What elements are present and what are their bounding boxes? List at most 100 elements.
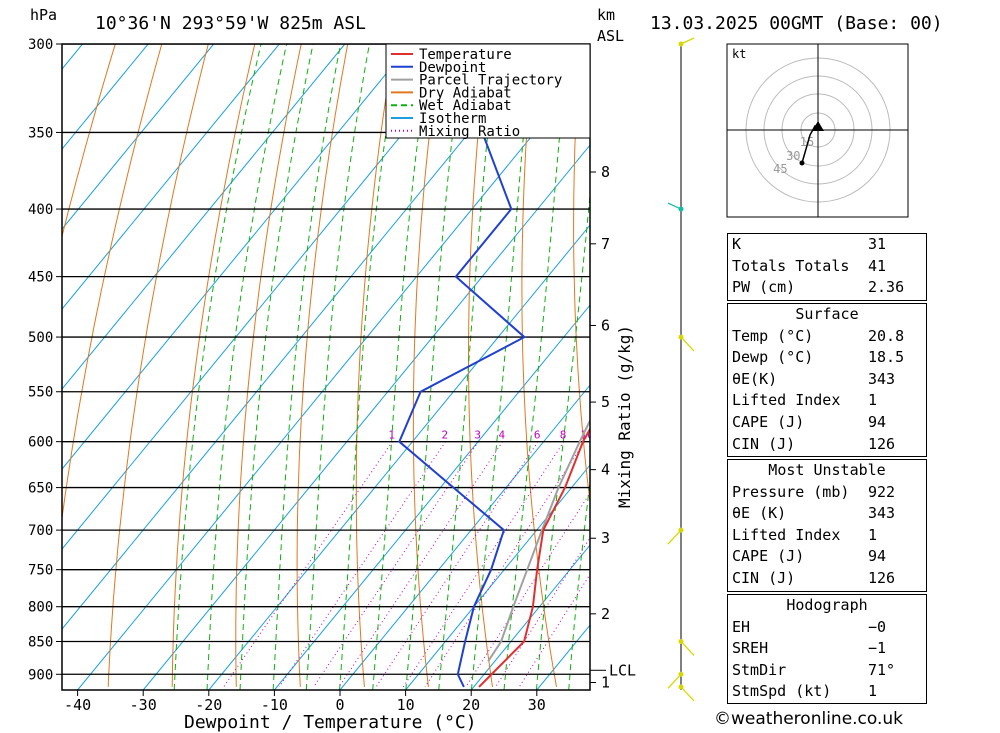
row-label: SREH (732, 639, 769, 658)
mixing-ratio-label: 4 (499, 429, 506, 442)
table-title: Most Unstable (768, 461, 886, 479)
pressure-tick-label: 400 (28, 202, 53, 218)
mixing-ratio-label: 6 (534, 429, 541, 442)
isotherm-line (62, 44, 477, 550)
wind-barb (680, 686, 695, 702)
hodograph-ring-label: 15 (800, 135, 814, 149)
wind-barb (680, 641, 695, 656)
pressure-tick-label: 600 (28, 435, 53, 451)
dry-adiabat (62, 44, 116, 239)
table-row: CIN (J) 126 (728, 434, 926, 456)
row-label: PW (cm) (732, 278, 796, 297)
pressure-tick-label: 700 (28, 523, 53, 539)
wind-barb (667, 529, 682, 545)
x-tick-label: 20 (462, 696, 480, 714)
hodograph-ring-label: 45 (773, 162, 787, 176)
mixing-ratio-line (465, 492, 590, 688)
mixing-ratio-line (375, 441, 539, 688)
legend-label: Parcel Trajectory (419, 73, 562, 89)
dry-adiabat (412, 44, 442, 687)
isotherm-line (470, 544, 590, 690)
km-tick-label: 5 (601, 393, 610, 411)
table-row: Totals Totals 41 (728, 256, 926, 278)
legend-label: Isotherm (419, 111, 486, 127)
row-value: 31 (868, 235, 887, 253)
x-tick-label: -20 (195, 696, 222, 714)
row-value: 1 (868, 525, 878, 544)
row-label: Temp (°C) (732, 326, 814, 345)
table-row: Dewp (°C) 18.5 (728, 347, 926, 369)
row-label: Totals Totals (732, 256, 850, 275)
row-value: 126 (868, 434, 896, 453)
pressure-tick-label: 550 (28, 385, 53, 401)
y2-axis-label: Mixing Ratio (g/kg) (615, 325, 634, 508)
mixing-ratio-line (278, 441, 446, 688)
table-row: CAPE (J) 94 (728, 546, 926, 568)
row-label: StmSpd (kt) (732, 682, 832, 701)
isotherm-line (274, 304, 590, 690)
hodograph-ring-label: 30 (786, 149, 800, 163)
table-row: StmSpd (kt) 1 (728, 681, 926, 703)
asl-unit: ASL (597, 27, 624, 45)
mixing-ratio-label: 20 (648, 429, 661, 442)
dry-adiabat (107, 44, 209, 687)
isotherm-line (208, 224, 590, 690)
km-tick-label: 6 (601, 316, 610, 334)
pressure-tick-label: 650 (28, 481, 53, 497)
wet-adiabat (503, 44, 569, 690)
isotherm-line (62, 44, 149, 150)
row-value: 343 (868, 504, 896, 523)
legend-label: Dry Adiabat (419, 85, 512, 101)
dewpoint-line (398, 44, 527, 688)
pressure-tick-label: 800 (28, 600, 53, 616)
table-row: Lifted Index 1 (728, 525, 926, 547)
row-label: Dewp (°C) (732, 348, 814, 367)
km-tick-label: 4 (601, 461, 610, 479)
row-label: CAPE (J) (732, 547, 805, 566)
isotherm-line (77, 64, 590, 690)
row-label: CAPE (J) (732, 412, 805, 431)
isotherm-line (62, 44, 346, 390)
location-title: 10°36'N 293°59'W 825m ASL (95, 13, 366, 34)
row-label: Pressure (mb) (732, 482, 850, 501)
table-row: Temp (°C) 20.8 (728, 326, 926, 348)
dry-adiabat (171, 44, 256, 687)
isotherm-line (62, 44, 543, 630)
mixing-ratio-label: 2 (442, 429, 449, 442)
hodograph-unit: kt (732, 47, 746, 61)
row-value: 1 (868, 682, 878, 701)
wet-adiabat (339, 44, 400, 690)
wind-barb (680, 336, 695, 352)
pressure-tick-label: 450 (28, 270, 53, 286)
temperature-line (478, 427, 590, 688)
km-tick-label: 7 (601, 235, 610, 253)
km-tick-label: 1 (601, 674, 610, 692)
mixing-ratio-line (223, 441, 393, 688)
lcl-label: LCL (609, 661, 636, 679)
dry-adiabat (62, 44, 163, 522)
row-label: StmDir (732, 660, 787, 679)
wet-adiabat (173, 44, 262, 690)
table-row: SREH −1 (728, 638, 926, 660)
row-label: Lifted Index (732, 391, 841, 410)
dry-adiabat (952, 44, 1000, 687)
wet-adiabat (206, 44, 288, 690)
row-value: −0 (868, 617, 887, 636)
wind-barb (667, 673, 682, 689)
row-label: θE (K) (732, 504, 787, 523)
x-tick-label: 30 (528, 696, 546, 714)
isotherm-line (62, 44, 280, 310)
km-tick-label: 8 (601, 163, 610, 181)
parcel-trajectory-line (487, 418, 590, 662)
hodograph-point (799, 160, 805, 166)
legend-label: Mixing Ratio (419, 124, 520, 140)
row-value: 94 (868, 547, 887, 566)
dry-adiabat (296, 44, 349, 687)
row-label: EH (732, 617, 751, 636)
legend-label: Temperature (419, 47, 512, 63)
isotherm-line (339, 384, 590, 690)
table-row: Lifted Index 1 (728, 390, 926, 412)
